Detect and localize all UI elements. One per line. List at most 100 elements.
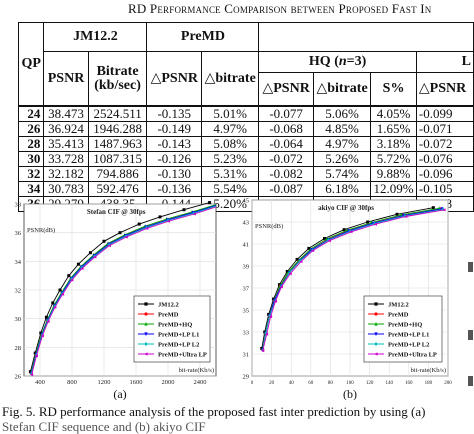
data-point-marker xyxy=(166,218,170,223)
x-tick-label: 800 xyxy=(67,379,77,386)
y-axis-label: PSNR(dB) xyxy=(255,223,283,230)
data-point-marker xyxy=(102,239,106,243)
table-cell-pre-dpsnr: -0.143 xyxy=(146,136,203,152)
x-tick-label: 60 xyxy=(308,381,314,386)
data-point-marker xyxy=(107,244,111,248)
data-point-marker xyxy=(268,315,273,319)
data-point-marker xyxy=(348,230,353,234)
table-cell-last: -0.071 xyxy=(415,121,474,137)
data-point-marker xyxy=(182,208,186,212)
figure-plots: 26 28 30 32 34 36 38 400 800 1200 1600 2000 2400 Stef… xyxy=(0,190,474,401)
last-group-header: L xyxy=(415,51,474,73)
data-point-marker xyxy=(144,302,148,306)
table-cell-hq-dpsnr: -0.082 xyxy=(258,166,314,182)
data-point-marker xyxy=(307,246,311,250)
table-cell-pre-dbit: 5.31% xyxy=(201,166,260,182)
x-tick-label: 2400 xyxy=(194,379,207,386)
page-edge-mark xyxy=(468,262,473,272)
data-point-marker xyxy=(374,312,378,316)
y-tick-label: 34 xyxy=(15,259,22,266)
table-cell-hq-s: 1.65% xyxy=(370,121,417,137)
legend-entry: PreMD+LP L2 xyxy=(388,342,429,349)
x-tick-label: 100 xyxy=(346,381,354,386)
subfigure-label: (a) xyxy=(113,387,126,400)
y-tick-label: 28 xyxy=(15,345,22,352)
table-cell-hq-dbit: 5.06% xyxy=(312,105,372,122)
table-cell-psnr: 35.413 xyxy=(43,136,89,152)
data-point-marker xyxy=(260,349,265,353)
data-point-marker xyxy=(166,219,170,223)
data-point-marker xyxy=(40,334,44,338)
x-tick-label: 140 xyxy=(385,381,393,386)
table-cell-hq-s: 3.18% xyxy=(370,136,417,152)
y-tick-label: 26 xyxy=(15,374,22,381)
data-point-marker xyxy=(374,321,378,326)
data-point-marker xyxy=(373,352,378,356)
table-cell-pre-dpsnr: -0.135 xyxy=(146,105,203,122)
data-point-marker xyxy=(144,321,148,326)
data-point-marker xyxy=(366,220,370,224)
table-cell-bitrate: 2524.511 xyxy=(87,105,148,122)
last-dpsnr-header: △PSNR xyxy=(415,72,474,107)
x-tick-label: 2000 xyxy=(162,379,175,386)
data-point-marker xyxy=(373,222,377,226)
legend-entry: PreMD xyxy=(388,312,409,319)
data-point-marker xyxy=(264,332,269,336)
table-cell-pre-dbit: 5.08% xyxy=(201,136,260,152)
table-cell-bitrate: 1087.315 xyxy=(87,151,148,167)
table-cell-pre-dpsnr: -0.126 xyxy=(146,151,203,167)
table-cell-hq-dpsnr: -0.068 xyxy=(258,121,314,137)
data-point-marker xyxy=(273,299,278,303)
x-tick-label: 120 xyxy=(366,381,374,386)
table-cell-qp: 30 xyxy=(17,151,45,167)
premd-dbitrate-header: △bitrate xyxy=(201,51,260,107)
hq-dpsnr-header: △PSNR xyxy=(258,72,314,107)
y-tick-label: 30 xyxy=(15,316,22,323)
table-cell-hq-dbit: 4.97% xyxy=(312,136,372,152)
qp-header: QP xyxy=(17,22,45,107)
subfigure-label: (b) xyxy=(343,387,357,400)
data-point-marker xyxy=(403,215,408,218)
data-point-marker xyxy=(29,373,34,377)
table-cell-psnr: 33.728 xyxy=(43,151,89,167)
x-tick-label: 0 xyxy=(251,381,254,386)
legend-box xyxy=(133,295,211,363)
table-cell-psnr: 36.924 xyxy=(43,121,89,137)
data-point-marker xyxy=(395,212,399,216)
table-cell-pre-dpsnr: -0.130 xyxy=(146,166,203,182)
x-tick-label: 1200 xyxy=(98,379,111,386)
table-cell-psnr: 38.473 xyxy=(43,105,89,122)
x-tick-label: 1600 xyxy=(130,379,143,386)
proposed-header xyxy=(258,22,474,52)
x-tick-label: 180 xyxy=(425,381,433,386)
legend-entry: PreMD xyxy=(158,312,179,319)
data-point-marker xyxy=(76,262,80,266)
data-point-marker xyxy=(80,267,84,270)
table-row: 32 32.182 794.886 -0.130 5.31% -0.082 5.74% 9.8… xyxy=(17,166,474,182)
table-cell-hq-s: 9.88% xyxy=(370,166,417,182)
data-point-marker xyxy=(299,260,303,264)
table-cell-qp: 24 xyxy=(17,105,45,122)
data-point-marker xyxy=(441,207,445,212)
data-point-marker xyxy=(92,255,97,259)
y-tick-label: 35 xyxy=(243,308,250,315)
table-cell-qp: 28 xyxy=(17,136,45,152)
x-tick-label: 20 xyxy=(269,381,275,386)
table-cell-qp: 32 xyxy=(17,166,45,182)
akiyo-plot: 29 31 33 35 37 39 41 43 45 0 20 40 60 80 100 120 140 160 1… xyxy=(243,198,453,401)
legend-entry: PreMD+Ultra LP xyxy=(388,352,437,359)
premd-header: PreMD xyxy=(146,22,260,52)
data-point-marker xyxy=(34,354,38,358)
table-row: 28 35.413 1487.963 -0.143 5.08% -0.064 4.97% 3.… xyxy=(17,136,474,152)
x-tick-label: 400 xyxy=(35,379,45,386)
table-cell-qp: 26 xyxy=(17,121,45,137)
data-point-marker xyxy=(288,272,292,276)
table-cell-hq-dbit: 5.26% xyxy=(312,151,372,167)
x-tick-label: 160 xyxy=(405,381,413,386)
y-tick-label: 41 xyxy=(243,242,250,249)
data-point-marker xyxy=(374,332,378,337)
table-cell-last: -0.076 xyxy=(415,151,474,167)
legend-entry: PreMD+HQ xyxy=(158,322,192,329)
legend-entry: PreMD+HQ xyxy=(388,322,422,329)
data-point-marker xyxy=(52,305,57,309)
